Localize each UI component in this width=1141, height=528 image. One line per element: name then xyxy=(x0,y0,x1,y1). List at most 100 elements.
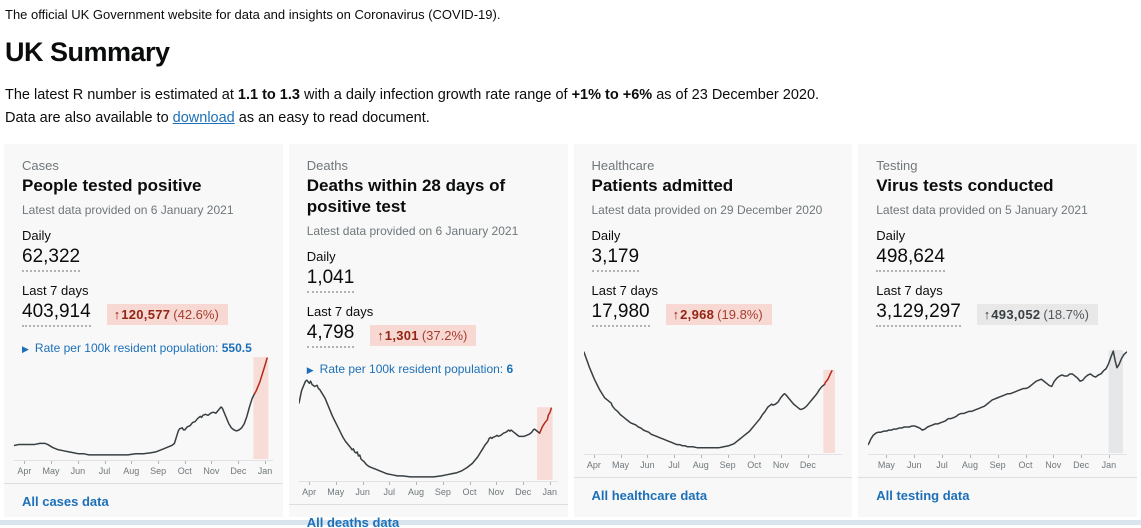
axis-label: Jan xyxy=(1101,460,1117,470)
axis-label: Jun xyxy=(640,460,655,470)
change-badge: ↑120,577 (42.6%) xyxy=(106,303,228,325)
axis-label: Aug xyxy=(407,487,424,497)
axis-label: Jun xyxy=(907,460,922,470)
download-link[interactable]: download xyxy=(172,110,235,126)
trend-line-svg xyxy=(299,376,558,480)
deaths-card: Deaths Deaths within 28 days of positive… xyxy=(288,144,568,528)
axis-tick xyxy=(647,455,649,458)
axis-label: Jul xyxy=(98,466,111,476)
card-category: Cases xyxy=(22,158,59,173)
card-title: People tested positive xyxy=(22,176,202,195)
axis-label: Nov xyxy=(1045,460,1062,470)
axis-tick xyxy=(442,482,444,485)
axis-tick xyxy=(469,482,471,485)
axis-label: Dec xyxy=(230,466,247,476)
axis-label: Jun xyxy=(70,466,86,476)
axis-tick xyxy=(754,455,756,458)
change-percent: (37.2%) xyxy=(421,327,468,343)
axis-label: Jul xyxy=(668,460,680,470)
axis-tick xyxy=(184,461,186,464)
axis-label: Sep xyxy=(989,460,1006,470)
axis-tick xyxy=(389,482,391,485)
rate-label: Rate per 100k resident population: xyxy=(34,341,222,355)
axis-tick xyxy=(51,461,52,464)
all-cases-data-link[interactable]: All cases data xyxy=(22,494,109,509)
axis-label: Oct xyxy=(462,487,477,497)
axis-label: Sep xyxy=(719,460,736,470)
axis-label: Jan xyxy=(542,487,557,497)
axis-tick xyxy=(309,482,311,485)
all-healthcare-data-link[interactable]: All healthcare data xyxy=(591,488,708,503)
rate-per-100k-toggle[interactable]: ▶ Rate per 100k resident population: 6 xyxy=(307,362,550,376)
last7-label: Last 7 days xyxy=(306,304,374,319)
rate-value: 550.5 xyxy=(221,341,252,355)
healthcare-trend-chart: Apr May Jun Jul Aug Sep Oct Nov Dec xyxy=(574,349,853,471)
change-percent: (18.7%) xyxy=(1043,306,1089,322)
daily-value: 498,624 xyxy=(876,246,945,272)
axis-label: Nov xyxy=(772,460,789,470)
all-deaths-data-link[interactable]: All deaths data xyxy=(306,515,400,528)
rate-per-100k-toggle[interactable]: ▶ Rate per 100k resident population: 550.… xyxy=(22,341,265,355)
change-value: 2,968 xyxy=(680,306,715,322)
card-footer: All deaths data xyxy=(288,504,568,528)
x-axis: Apr May Jun Jul Aug Sep Oct Nov Dec Jan xyxy=(298,481,558,498)
cases-trend-chart: Apr May Jun Jul Aug Sep Oct Nov Dec Jan xyxy=(4,355,283,477)
axis-tick xyxy=(941,455,943,458)
growth-rate-range: +1% to +6% xyxy=(571,87,653,103)
card-footer: All testing data xyxy=(858,477,1137,517)
change-value: 1,301 xyxy=(384,327,419,343)
axis-tick xyxy=(807,455,809,458)
axis-tick xyxy=(24,461,26,464)
up-arrow-icon: ↑ xyxy=(983,306,991,322)
deaths-trend-chart: Apr May Jun Jul Aug Sep Oct Nov Dec Jan xyxy=(289,376,568,498)
rate-value: 6 xyxy=(506,362,514,376)
axis-tick xyxy=(620,455,622,458)
daily-label: Daily xyxy=(876,228,906,243)
trend-line-svg xyxy=(868,350,1127,453)
axis-tick xyxy=(523,482,525,485)
last7-value: 403,914 xyxy=(22,301,91,327)
axis-tick xyxy=(593,455,595,458)
change-badge: ↑1,301 (37.2%) xyxy=(370,324,477,346)
axis-label: Oct xyxy=(1018,460,1033,470)
change-percent: (42.6%) xyxy=(173,306,219,322)
axis-label: May xyxy=(42,466,60,476)
axis-label: May xyxy=(327,487,345,497)
card-updated-date: Latest data provided on 5 January 2021 xyxy=(876,203,1088,217)
axis-label: Aug xyxy=(692,460,709,470)
daily-label: Daily xyxy=(591,228,621,243)
last7-value: 3,129,297 xyxy=(876,301,961,327)
healthcare-card: Healthcare Patients admitted Latest data… xyxy=(573,144,853,517)
axis-label: Oct xyxy=(747,460,762,470)
download-sentence-post: as an easy to read document. xyxy=(234,110,430,126)
card-footer: All healthcare data xyxy=(573,477,853,517)
r-sentence-pre: The latest R number is estimated at xyxy=(5,87,238,103)
daily-label: Daily xyxy=(22,228,51,243)
summary-cards-row: Cases People tested positive Latest data… xyxy=(4,144,1137,528)
axis-label: Aug xyxy=(961,460,978,470)
trend-line-svg xyxy=(14,357,273,459)
daily-value: 62,322 xyxy=(22,246,81,272)
axis-tick xyxy=(674,455,676,458)
card-title: Virus tests conducted xyxy=(876,176,1054,195)
x-axis: Apr May Jun Jul Aug Sep Oct Nov Dec xyxy=(583,454,843,471)
axis-tick xyxy=(131,461,133,464)
axis-tick xyxy=(77,461,79,464)
axis-tick xyxy=(1053,455,1055,458)
axis-label: Nov xyxy=(203,466,220,476)
card-title: Deaths within 28 days of positive test xyxy=(306,176,506,216)
card-updated-date: Latest data provided on 29 December 2020 xyxy=(591,203,823,217)
all-testing-data-link[interactable]: All testing data xyxy=(876,488,970,503)
page-title: UK Summary xyxy=(5,37,170,67)
axis-label: Sep xyxy=(150,466,167,476)
testing-trend-chart: May Jun Jul Aug Sep Oct Nov Dec Jan xyxy=(858,349,1137,471)
axis-tick xyxy=(335,482,337,485)
change-value: 120,577 xyxy=(121,306,171,322)
cases-card: Cases People tested positive Latest data… xyxy=(4,144,283,517)
x-axis: May Jun Jul Aug Sep Oct Nov Dec Jan xyxy=(868,454,1127,471)
card-category: Healthcare xyxy=(591,158,655,173)
axis-label: Aug xyxy=(123,466,140,476)
axis-label: Apr xyxy=(586,460,601,470)
axis-label: May xyxy=(877,460,895,470)
change-percent: (19.8%) xyxy=(717,306,763,322)
